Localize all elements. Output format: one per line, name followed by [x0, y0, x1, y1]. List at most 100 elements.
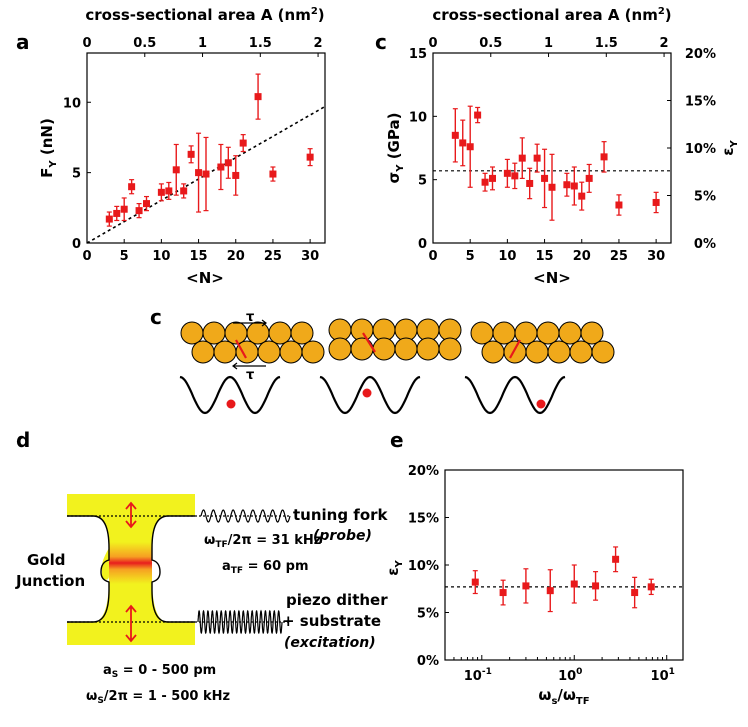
data-point — [503, 158, 511, 188]
gold-atom — [525, 340, 549, 364]
data-point — [563, 172, 571, 197]
x-tick-label: 30 — [301, 249, 319, 264]
panel-d-letter: d — [16, 428, 30, 452]
data-point — [195, 132, 203, 213]
point-marker — [451, 131, 459, 139]
junction-notch-left — [102, 548, 109, 580]
substrate-motion-arrow — [125, 604, 137, 643]
point-marker — [518, 154, 526, 162]
point-marker — [172, 166, 180, 174]
point-marker — [202, 170, 210, 178]
point-marker — [647, 583, 655, 591]
fit-line — [86, 105, 326, 244]
point-marker — [570, 580, 578, 588]
x-tick-label: 25 — [264, 249, 282, 264]
point-marker — [526, 179, 534, 187]
data-point — [518, 137, 526, 179]
right-tick-label: 10% — [685, 142, 716, 157]
data-point — [157, 183, 165, 202]
data-point — [548, 153, 556, 221]
point-marker — [471, 578, 479, 586]
data-point — [489, 166, 496, 191]
panel-a: a cross-sectional area A (nm2) 0 0.5 1 1.5 2… — [16, 6, 326, 287]
point-marker — [533, 154, 541, 162]
tau-bottom-label: τ — [246, 368, 254, 383]
data-point — [570, 564, 578, 604]
data-point — [612, 546, 620, 573]
x-tick-label: 5 — [120, 249, 129, 264]
top-tick-label: 0.5 — [133, 36, 156, 51]
gold-atom — [547, 340, 571, 364]
data-point — [113, 205, 121, 222]
data-point — [578, 181, 586, 211]
point-marker — [631, 589, 639, 597]
state-ball — [536, 399, 546, 409]
panel-e-axes-frame — [444, 469, 684, 661]
data-point — [522, 568, 530, 604]
panel-e-x-tick-labels: 10-1 100 101 — [444, 655, 675, 684]
panel-e-data-points — [471, 546, 655, 613]
point-marker — [481, 178, 489, 186]
data-point — [570, 166, 578, 206]
panel-e-y-axis-label: εY — [384, 559, 405, 575]
panel-a-axes-frame — [86, 52, 326, 244]
probe-label: (probe) — [313, 528, 372, 544]
point-marker — [474, 111, 482, 119]
tuning-fork-motion-arrow — [125, 501, 137, 529]
gold-atom — [536, 321, 560, 345]
point-marker — [195, 169, 203, 177]
top-tick-label: 1 — [198, 36, 207, 51]
gold-atom — [328, 337, 352, 361]
gold-atom — [394, 337, 418, 361]
point-marker — [105, 215, 113, 223]
tau-top-label: τ — [246, 310, 254, 325]
top-tick-label: 1.5 — [595, 36, 618, 51]
point-marker — [459, 139, 467, 147]
panel-stress-y-tick-labels: 0 5 10 15 — [409, 47, 437, 252]
tuning-fork-frequency: ωTF/2π = 31 kHz — [204, 533, 321, 550]
gold-atom — [257, 340, 281, 364]
panel-a-x-axis-label: <N> — [186, 269, 224, 287]
point-marker — [511, 172, 519, 180]
potential-well — [179, 375, 281, 415]
gold-atom — [438, 337, 462, 361]
panel-a-x-tick-labels: 0 5 10 15 20 25 30 — [82, 239, 319, 264]
data-point — [306, 148, 314, 167]
point-marker — [548, 183, 556, 191]
data-point — [165, 181, 173, 200]
atom-block — [328, 318, 462, 361]
state-ball — [362, 388, 372, 398]
point-marker — [180, 187, 188, 195]
right-tick-label: 0% — [694, 237, 716, 252]
panel-stress-right-axis-label: εY — [719, 139, 740, 155]
panel-stress-top-tick-labels: 0 0.5 1 1.5 2 — [428, 36, 669, 57]
gold-atom — [580, 321, 604, 345]
gold-atom — [191, 340, 215, 364]
potential-curve — [319, 375, 421, 415]
substrate-amplitude: aS = 0 - 500 pm — [103, 663, 216, 680]
right-tick-label: 15% — [685, 95, 716, 110]
data-point — [546, 569, 554, 613]
x-tick-label: 10 — [152, 249, 170, 264]
substrate-frequency: ωS/2π = 1 - 500 kHz — [86, 689, 230, 706]
point-marker — [615, 201, 623, 209]
gold-atom — [591, 340, 615, 364]
data-point — [180, 183, 188, 199]
point-marker — [652, 198, 660, 206]
x-tick-label: 0 — [428, 249, 437, 264]
data-point — [269, 166, 277, 182]
y-tick-label: 0 — [72, 237, 81, 252]
x-tick-label: 101 — [651, 667, 675, 684]
data-point — [499, 579, 507, 606]
data-point — [143, 195, 150, 212]
y-tick-label: 10 — [63, 96, 81, 111]
gold-atom — [180, 321, 204, 345]
potential-curve — [179, 375, 281, 415]
data-point — [451, 108, 459, 163]
x-tick-label: 15 — [536, 249, 554, 264]
point-marker — [239, 139, 247, 147]
gold-atom — [246, 321, 270, 345]
x-tick-label: 20 — [573, 249, 591, 264]
panel-stress-y-axis-label: σY (GPa) — [385, 113, 406, 184]
data-point — [481, 172, 489, 192]
